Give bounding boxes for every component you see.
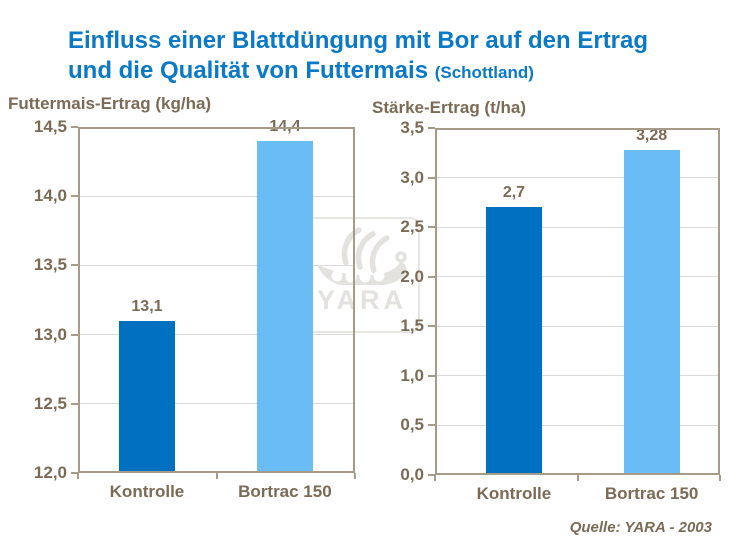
axis-title: Stärke-Ertrag (t/ha) (372, 98, 526, 117)
bar-kontrolle (118, 320, 175, 473)
x-axis-tick (215, 473, 218, 479)
x-axis-tick (434, 475, 436, 481)
y-axis-label: 14,5 (33, 117, 67, 136)
y-axis-label: 13,0 (33, 324, 67, 344)
category-label: Kontrolle (109, 482, 185, 501)
yara-watermark: YARA (304, 217, 420, 333)
y-axis-tick (428, 474, 435, 476)
y-axis-label: 1,5 (400, 316, 424, 336)
y-axis-tick (71, 195, 78, 198)
main-title-line2-text: und die Qualität von Futtermais (68, 57, 429, 84)
y-axis-label: 0,0 (400, 465, 424, 484)
y-axis-tick (71, 472, 78, 474)
y-axis-tick (428, 226, 435, 229)
bar-bortrac-150 (623, 149, 680, 475)
chart-main-title: Einfluss einer Blattdüngung mit Bor auf … (68, 26, 648, 88)
gridline (435, 375, 720, 377)
bar-value-label: 13,1 (131, 297, 163, 315)
gridline (78, 195, 355, 197)
bar-value-label: 2,7 (502, 184, 526, 202)
bar-kontrolle (485, 207, 542, 475)
x-axis-tick (576, 475, 579, 481)
y-axis-label: 12,5 (33, 393, 67, 413)
gridline (435, 226, 720, 228)
yara-watermark-text: YARA (316, 285, 408, 315)
gridline (435, 325, 720, 327)
x-axis-tick (77, 473, 79, 479)
gridline (78, 403, 355, 405)
main-title-line2: und die Qualität von Futtermais (Schottl… (68, 56, 648, 88)
y-axis-tick (71, 402, 78, 405)
y-axis-tick (428, 374, 435, 377)
category-label: Bortrac 150 (604, 484, 699, 503)
y-axis-label: 0,5 (400, 415, 424, 435)
y-axis-label: 1,0 (400, 365, 424, 385)
category-label: Kontrolle (476, 484, 552, 503)
bar-value-label: 14,4 (269, 117, 301, 135)
gridline (435, 177, 720, 179)
gridline (78, 264, 355, 266)
y-axis-tick (71, 333, 78, 336)
main-title-line1: Einfluss einer Blattdüngung mit Bor auf … (68, 27, 649, 54)
yara-viking-ship-icon (317, 227, 407, 285)
axis-title: Futtermais-Ertrag (kg/ha) (8, 94, 212, 113)
main-title-region-suffix: (Schottland) (434, 63, 534, 82)
y-axis-tick (71, 264, 78, 267)
y-axis-label: 2,0 (400, 266, 424, 286)
source-credit: Quelle: YARA - 2003 (569, 519, 712, 536)
y-axis-label: 2,5 (400, 217, 424, 237)
bar-value-label: 3,28 (636, 126, 668, 144)
bar-bortrac-150 (256, 140, 313, 473)
y-axis-tick (71, 126, 78, 128)
category-label: Bortrac 150 (238, 482, 332, 501)
gridline (78, 334, 355, 336)
y-axis-label: 12,0 (33, 463, 67, 482)
y-axis-tick (428, 424, 435, 427)
gridline (435, 276, 720, 278)
y-axis-tick (428, 176, 435, 179)
y-axis-label: 3,0 (400, 167, 424, 187)
y-axis-tick (428, 127, 435, 129)
x-axis-tick (354, 473, 356, 479)
x-axis-tick (719, 475, 721, 481)
y-axis-label: 3,5 (400, 118, 424, 137)
gridline (435, 424, 720, 426)
y-axis-label: 13,5 (33, 255, 67, 275)
y-axis-label: 14,0 (33, 186, 67, 206)
y-axis-tick (428, 275, 435, 278)
y-axis-tick (428, 325, 435, 328)
